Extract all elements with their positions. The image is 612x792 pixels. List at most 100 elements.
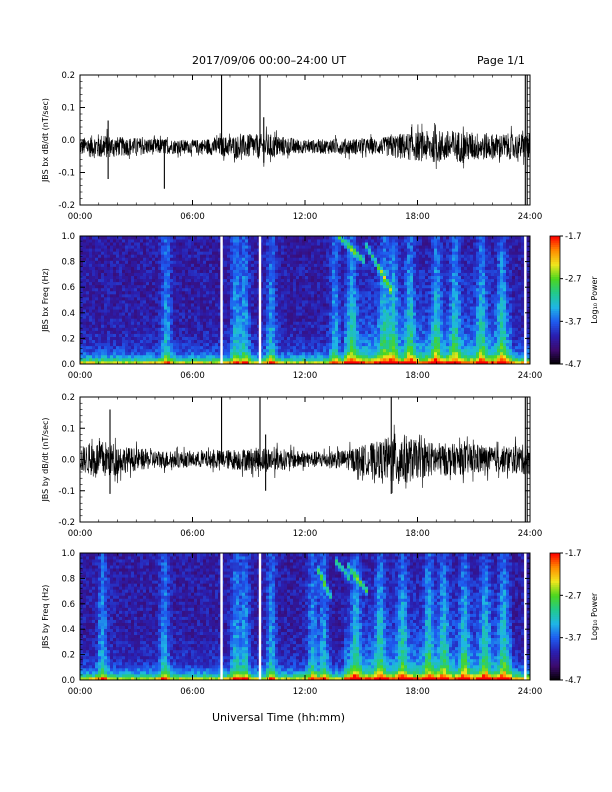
bx-spec-cell xyxy=(113,327,117,331)
bx-spec-cell xyxy=(191,281,195,286)
bx-spec-cell xyxy=(275,324,279,328)
bx-spec-cell xyxy=(218,315,222,319)
bx-spec-cell xyxy=(143,239,147,243)
bx-spec-cell xyxy=(239,321,243,325)
bx-spec-cell xyxy=(395,296,399,301)
bx-spec-cell xyxy=(203,333,207,337)
bx-spec-cell xyxy=(152,257,156,261)
bx-spec-cell xyxy=(179,330,183,334)
bx-spec-cell xyxy=(149,306,153,310)
bx-spec-cell xyxy=(374,260,378,264)
bx-spec-cell xyxy=(125,248,129,252)
bx-spec-cell xyxy=(128,290,132,295)
bx-spec-cell xyxy=(233,330,237,334)
bx-spec-cell xyxy=(359,278,363,283)
bx-spec-cell xyxy=(272,306,276,310)
bx-spec-cell xyxy=(182,272,186,277)
bx-spec-cell xyxy=(83,330,87,334)
bx-spec-cell xyxy=(257,248,261,252)
bx-spec-cell xyxy=(413,303,417,307)
bx-spec-cell xyxy=(257,333,261,337)
bx-spec-cell xyxy=(404,236,408,240)
bx-spec-cell xyxy=(320,348,324,353)
bx-spec-cell xyxy=(392,290,396,295)
bx-spec-cell xyxy=(248,324,252,328)
bx-spec-cell xyxy=(176,254,180,258)
bx-spec-cell xyxy=(326,348,330,353)
bx-spec-cell xyxy=(335,278,339,283)
bx-spec-cell xyxy=(401,275,405,280)
bx-spec-cell xyxy=(359,318,363,322)
bx-spec-cell xyxy=(182,309,186,313)
bx-spec-cell xyxy=(362,315,366,319)
bx-spec-cell xyxy=(389,263,393,267)
bx-spec-cell xyxy=(347,284,351,289)
bx-spec-cell xyxy=(146,266,150,270)
bx-spec-cell xyxy=(239,342,243,347)
bx-spec-cell xyxy=(116,324,120,328)
bx-spec-cell xyxy=(356,251,360,255)
bx-spec-cell xyxy=(236,245,240,249)
bx-spec-cell xyxy=(245,345,249,350)
bx-spec-cell xyxy=(224,330,228,334)
bx-spec-cell xyxy=(410,269,414,273)
bx-spec-cell xyxy=(353,357,357,362)
bx-spec-cell xyxy=(326,321,330,325)
bx-spec-cell xyxy=(164,251,168,255)
bx-spec-cell xyxy=(290,296,294,301)
bx-spec-cell xyxy=(140,354,144,359)
bx-spec-cell xyxy=(260,293,264,298)
bx-spec-cell xyxy=(98,351,102,356)
bx-spec-cell xyxy=(386,342,390,347)
bx-spec-cell xyxy=(383,360,387,365)
bx-spec-cell xyxy=(224,257,228,261)
bx-spec-cell xyxy=(311,296,315,301)
bx-spec-cell xyxy=(356,278,360,283)
bx-spec-cell xyxy=(332,275,336,280)
bx-spec-cell xyxy=(107,248,111,252)
bx-spec-cell xyxy=(365,296,369,301)
bx-spec-cell xyxy=(251,245,255,249)
bx-spec-cell xyxy=(188,321,192,325)
bx-spec-cell xyxy=(389,357,393,362)
bx-spec-cell xyxy=(152,303,156,307)
bx-spec-cell xyxy=(407,242,411,246)
bx-spec-cell xyxy=(323,306,327,310)
bx-spec-cell xyxy=(116,287,120,292)
bx-spec-cell xyxy=(365,312,369,316)
bx-spec-cell xyxy=(308,245,312,249)
bx-spec-cell xyxy=(320,263,324,267)
bx-spec-cell xyxy=(338,263,342,267)
bx-spec-cell xyxy=(344,284,348,289)
bx-spec-cell xyxy=(263,239,267,243)
bx-spec-cell xyxy=(401,321,405,325)
bx-spec-cell xyxy=(128,324,132,328)
bx-spec-cell xyxy=(113,336,117,341)
bx-spec-cell xyxy=(89,254,93,258)
bx-spec-cell xyxy=(137,309,141,313)
bx-spec-cell xyxy=(266,348,270,353)
bx-spec-cell xyxy=(341,327,345,331)
bx-spec-cell xyxy=(233,242,237,246)
bx-spec-cell xyxy=(302,260,306,264)
bx-spec-cell xyxy=(212,236,216,240)
bx-spec-cell xyxy=(359,242,363,246)
bx-spec-cell xyxy=(362,236,366,240)
bx-spec-cell xyxy=(293,284,297,289)
bx-spec-cell xyxy=(395,318,399,322)
bx-spec-cell xyxy=(251,287,255,292)
bx-spec-cell xyxy=(215,330,219,334)
bx-spec-cell xyxy=(122,348,126,353)
bx-spec-cell xyxy=(182,318,186,322)
bx-spec-cell xyxy=(413,263,417,267)
bx-spec-cell xyxy=(419,315,423,319)
bx-spec-cell xyxy=(380,296,384,301)
bx-spec-cell xyxy=(410,251,414,255)
bx-spec-cell xyxy=(224,239,228,243)
bx-spec-cell xyxy=(332,272,336,277)
bx-spec-cell xyxy=(398,269,402,273)
bx-spec-cell xyxy=(368,269,372,273)
bx-spec-cell xyxy=(152,287,156,292)
bx-spec-cell xyxy=(86,333,90,337)
bx-spec-cell xyxy=(284,324,288,328)
